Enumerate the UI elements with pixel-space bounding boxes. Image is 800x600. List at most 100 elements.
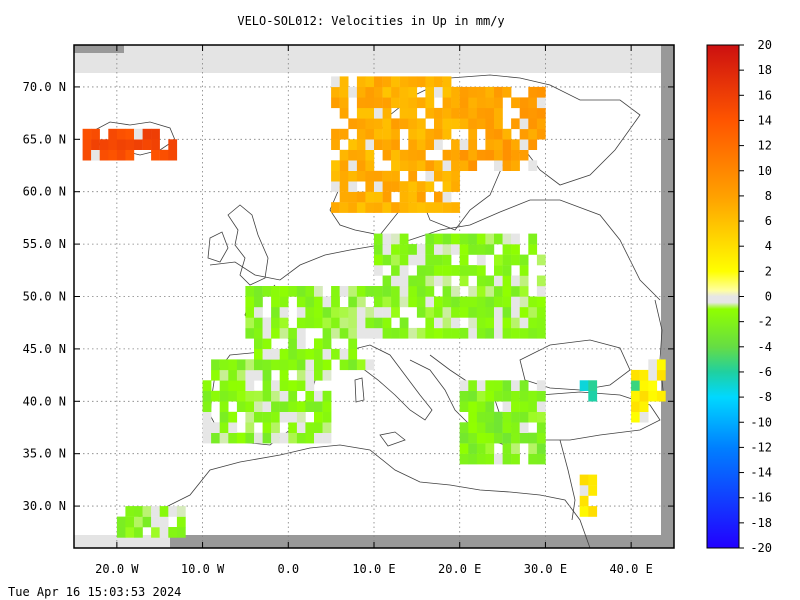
velocity-cell bbox=[348, 348, 358, 360]
velocity-cell bbox=[442, 160, 452, 171]
velocity-cell bbox=[211, 359, 220, 371]
velocity-cell bbox=[382, 139, 392, 150]
velocity-cell bbox=[279, 380, 289, 391]
velocity-cell bbox=[245, 401, 255, 412]
velocity-cell bbox=[314, 422, 323, 433]
velocity-cell bbox=[408, 139, 418, 150]
velocity-cell bbox=[339, 160, 349, 171]
velocity-cell bbox=[631, 380, 640, 391]
velocity-cell bbox=[314, 348, 323, 360]
velocity-cell bbox=[434, 191, 443, 203]
velocity-cell bbox=[468, 139, 478, 150]
velocity-cell bbox=[468, 380, 478, 391]
velocity-cell bbox=[502, 160, 512, 171]
velocity-cell bbox=[468, 86, 478, 98]
velocity-cell bbox=[245, 359, 255, 371]
velocity-cell bbox=[476, 286, 486, 297]
velocity-cell bbox=[459, 296, 469, 308]
velocity-cell bbox=[476, 422, 486, 433]
velocity-cell bbox=[468, 160, 478, 171]
velocity-cell bbox=[331, 139, 340, 150]
colorbar-tick-label: 2 bbox=[765, 264, 772, 278]
velocity-cell bbox=[485, 317, 495, 329]
velocity-cell bbox=[356, 107, 366, 119]
velocity-cell bbox=[365, 86, 375, 98]
velocity-cell bbox=[502, 317, 512, 329]
chart-title: VELO-SOL012: Velocities in Up in mm/y bbox=[237, 14, 505, 28]
velocity-cell bbox=[322, 432, 332, 444]
velocity-cell bbox=[151, 516, 160, 528]
velocity-cell bbox=[108, 128, 118, 140]
velocity-cell bbox=[271, 390, 280, 402]
velocity-cell bbox=[536, 432, 546, 444]
velocity-cell bbox=[391, 275, 400, 287]
velocity-cell bbox=[271, 380, 280, 391]
velocity-cell bbox=[434, 265, 443, 276]
velocity-cell bbox=[288, 380, 298, 391]
velocity-cell bbox=[296, 422, 306, 433]
velocity-cell bbox=[391, 139, 400, 150]
velocity-cell bbox=[305, 296, 315, 308]
velocity-cell bbox=[116, 128, 126, 140]
velocity-cell bbox=[425, 317, 435, 329]
velocity-cell bbox=[382, 307, 392, 318]
velocity-cell bbox=[339, 76, 349, 88]
velocity-cell bbox=[356, 86, 366, 98]
velocity-cell bbox=[262, 411, 272, 423]
velocity-cell bbox=[416, 244, 426, 255]
colorbar-tick-label: 8 bbox=[765, 189, 772, 203]
velocity-cell bbox=[451, 97, 460, 109]
velocity-cell bbox=[228, 359, 238, 371]
velocity-cell bbox=[459, 149, 469, 161]
velocity-cell bbox=[331, 296, 340, 308]
velocity-cell bbox=[374, 139, 383, 150]
velocity-cell bbox=[399, 254, 409, 266]
velocity-cell bbox=[374, 107, 383, 119]
velocity-cell bbox=[331, 76, 340, 88]
velocity-cell bbox=[416, 149, 426, 161]
velocity-cell bbox=[416, 307, 426, 318]
lon-tick-label: 10.0 E bbox=[352, 562, 395, 576]
velocity-cell bbox=[288, 390, 298, 402]
velocity-cell bbox=[442, 118, 452, 130]
velocity-cell bbox=[262, 390, 272, 402]
velocity-cell bbox=[254, 296, 263, 308]
velocity-cell bbox=[451, 139, 460, 150]
velocity-cell bbox=[348, 307, 358, 318]
velocity-cell bbox=[382, 327, 392, 339]
velocity-cell bbox=[228, 411, 238, 423]
velocity-cell bbox=[339, 348, 349, 360]
velocity-cell bbox=[331, 181, 340, 192]
velocity-cell bbox=[511, 149, 520, 161]
velocity-cell bbox=[314, 338, 323, 350]
velocity-cell bbox=[408, 244, 418, 255]
velocity-cell bbox=[391, 97, 400, 109]
velocity-cell bbox=[202, 380, 212, 391]
velocity-cell bbox=[579, 506, 589, 517]
velocity-cell bbox=[348, 359, 358, 371]
velocity-cell bbox=[374, 76, 383, 88]
frame-band-topleft bbox=[74, 45, 124, 53]
velocity-cell bbox=[476, 97, 486, 109]
velocity-cell bbox=[579, 485, 589, 496]
velocity-cell bbox=[451, 118, 460, 130]
velocity-cell bbox=[288, 348, 298, 360]
velocity-cell bbox=[228, 432, 238, 444]
velocity-cell bbox=[374, 118, 383, 130]
colorbar-tick-label: 6 bbox=[765, 214, 772, 228]
velocity-cell bbox=[91, 149, 100, 161]
velocity-cell bbox=[356, 128, 366, 140]
velocity-cell bbox=[254, 307, 263, 318]
velocity-cell bbox=[494, 233, 503, 245]
velocity-cell bbox=[382, 118, 392, 130]
velocity-cell bbox=[331, 170, 340, 182]
velocity-cell bbox=[494, 390, 503, 402]
colorbar-tick-label: -6 bbox=[758, 365, 772, 379]
velocity-cell bbox=[356, 139, 366, 150]
velocity-cell bbox=[468, 97, 478, 109]
velocity-cell bbox=[468, 327, 478, 339]
velocity-cell bbox=[176, 527, 186, 538]
velocity-cell bbox=[365, 181, 375, 192]
velocity-cell bbox=[314, 390, 323, 402]
velocity-cell bbox=[656, 390, 666, 402]
